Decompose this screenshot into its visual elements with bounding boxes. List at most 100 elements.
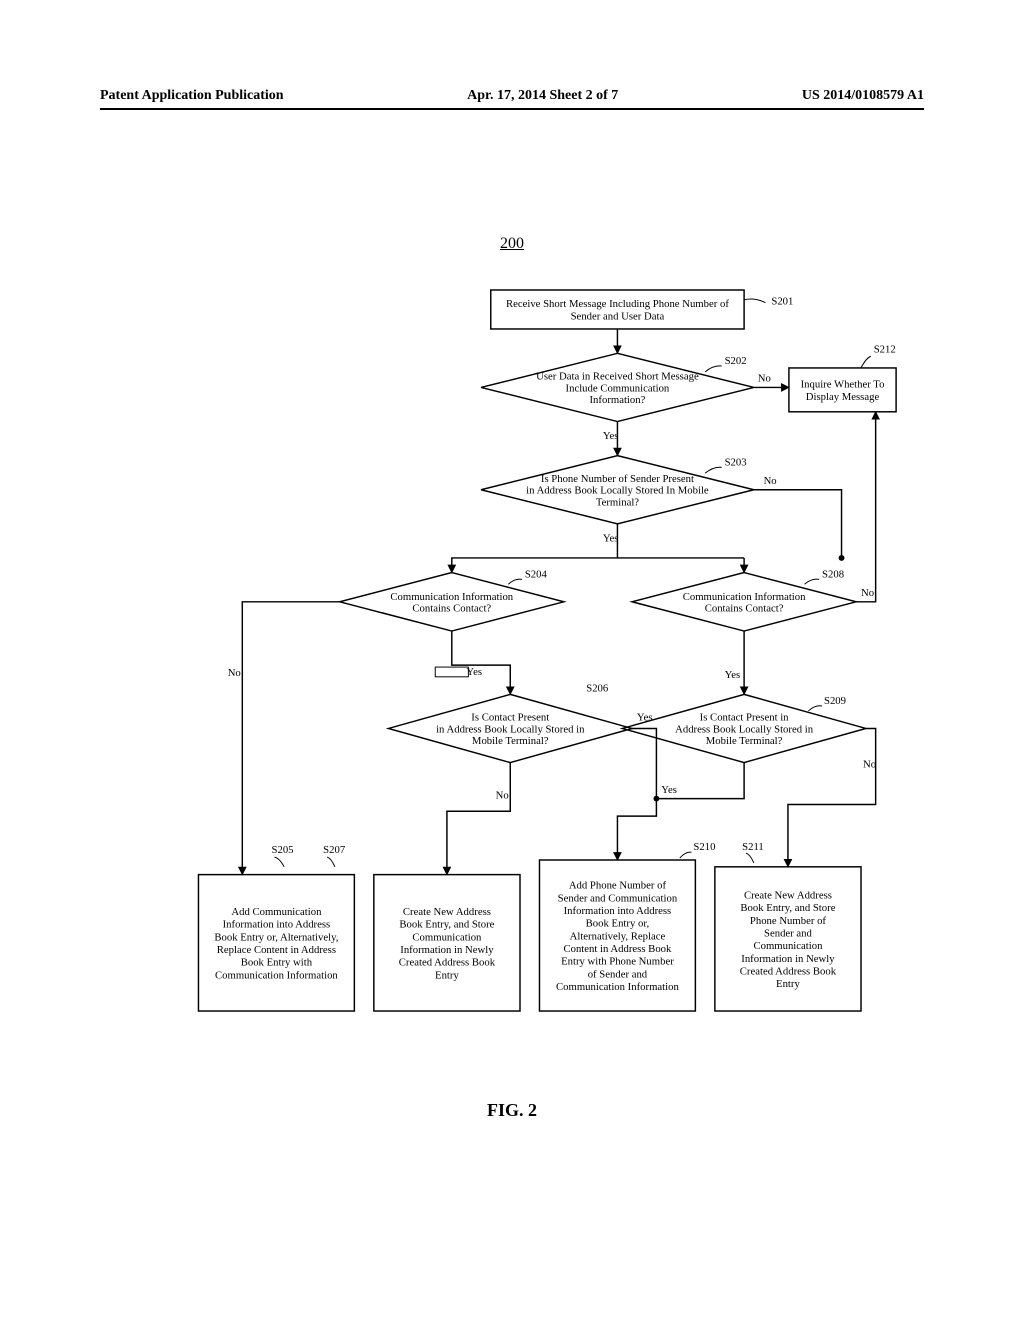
svg-text:S212: S212 <box>874 343 896 355</box>
svg-text:Is Phone Number of Sender Pres: Is Phone Number of Sender Present <box>541 473 694 485</box>
node-S204: Communication InformationContains Contac… <box>340 573 564 631</box>
svg-text:Yes: Yes <box>603 430 619 442</box>
svg-text:No: No <box>861 587 874 599</box>
edge <box>788 728 876 866</box>
svg-text:Communication: Communication <box>412 931 482 943</box>
node-S212: Inquire Whether ToDisplay Message <box>789 368 896 412</box>
svg-text:Yes: Yes <box>725 669 741 681</box>
svg-text:in Address Book Locally Stored: in Address Book Locally Stored In Mobile <box>526 485 709 497</box>
svg-text:Add Phone Number of: Add Phone Number of <box>569 880 667 892</box>
svg-text:No: No <box>496 790 509 802</box>
svg-text:Information into Address: Information into Address <box>564 905 672 917</box>
svg-text:Entry: Entry <box>435 969 459 981</box>
svg-text:Entry: Entry <box>776 978 800 990</box>
svg-text:Mobile Terminal?: Mobile Terminal? <box>472 735 549 747</box>
svg-text:S202: S202 <box>725 355 747 367</box>
svg-text:S204: S204 <box>525 568 548 580</box>
svg-text:S205: S205 <box>272 844 294 856</box>
page: Patent Application Publication Apr. 17, … <box>0 0 1024 1320</box>
node-S207: Create New AddressBook Entry, and StoreC… <box>374 875 520 1011</box>
svg-text:Is Contact Present: Is Contact Present <box>471 712 549 724</box>
edge <box>242 602 339 875</box>
svg-text:Communication Information: Communication Information <box>556 981 679 993</box>
svg-text:Sender and Communication: Sender and Communication <box>558 892 678 904</box>
header-left: Patent Application Publication <box>100 88 284 104</box>
svg-text:User Data in Received Short Me: User Data in Received Short Message <box>536 371 699 383</box>
edge <box>452 631 510 694</box>
svg-text:of Sender and: of Sender and <box>588 968 648 980</box>
svg-text:Create New Address: Create New Address <box>744 889 832 901</box>
header-rule <box>100 108 924 110</box>
svg-text:Information into Address: Information into Address <box>223 919 331 931</box>
edge <box>856 412 875 602</box>
svg-text:Book Entry, and Store: Book Entry, and Store <box>399 919 494 931</box>
svg-text:Book Entry, and Store: Book Entry, and Store <box>740 902 835 914</box>
svg-text:Include Communication: Include Communication <box>566 382 670 394</box>
node-S201: Receive Short Message Including Phone Nu… <box>491 290 744 329</box>
edge <box>754 490 842 558</box>
svg-text:Display Message: Display Message <box>806 391 880 403</box>
flowchart: YesNoYesNoYesNoYesNoYesNoYesNoReceive Sh… <box>140 260 900 1080</box>
node-S210: Add Phone Number ofSender and Communicat… <box>539 860 695 1011</box>
header-center: Apr. 17, 2014 Sheet 2 of 7 <box>467 88 618 104</box>
svg-text:Replace Content in Address: Replace Content in Address <box>217 944 336 956</box>
node-S203: Is Phone Number of Sender Presentin Addr… <box>481 456 754 524</box>
figure-number-text: 200 <box>500 235 524 252</box>
svg-text:Sender and: Sender and <box>764 927 812 939</box>
svg-text:Content in Address Book: Content in Address Book <box>563 943 672 955</box>
svg-text:S209: S209 <box>824 695 846 707</box>
svg-text:Add Communication: Add Communication <box>231 906 322 918</box>
node-S208: Communication InformationContains Contac… <box>632 573 856 631</box>
svg-text:in Address Book Locally Stored: in Address Book Locally Stored in <box>436 723 585 735</box>
svg-text:Phone Number of: Phone Number of <box>750 915 827 927</box>
svg-text:S206: S206 <box>586 682 609 694</box>
svg-text:Communication: Communication <box>753 940 823 952</box>
svg-text:Is Contact Present in: Is Contact Present in <box>700 712 790 724</box>
svg-text:Mobile Terminal?: Mobile Terminal? <box>706 735 783 747</box>
svg-text:Communication Information: Communication Information <box>390 591 513 603</box>
edge <box>632 728 656 798</box>
svg-text:Information?: Information? <box>589 394 645 406</box>
edge <box>617 763 744 860</box>
figure-caption: FIG. 2 <box>0 1100 1024 1121</box>
svg-text:Entry with Phone Number: Entry with Phone Number <box>561 956 674 968</box>
svg-text:Created Address Book: Created Address Book <box>399 957 496 969</box>
svg-text:S207: S207 <box>323 844 346 856</box>
node-S202: User Data in Received Short MessageInclu… <box>481 353 754 421</box>
svg-text:S203: S203 <box>725 456 747 468</box>
svg-text:Sender and User Data: Sender and User Data <box>571 311 665 323</box>
svg-text:Book Entry or,: Book Entry or, <box>586 918 650 930</box>
svg-text:Yes: Yes <box>661 784 677 796</box>
node-S211: Create New AddressBook Entry, and StoreP… <box>715 867 861 1011</box>
figure-number: 200 <box>0 235 1024 253</box>
svg-text:No: No <box>228 667 241 679</box>
svg-text:Communication Information: Communication Information <box>683 591 806 603</box>
page-header: Patent Application Publication Apr. 17, … <box>0 88 1024 104</box>
svg-text:Book Entry or, Alternatively,: Book Entry or, Alternatively, <box>214 931 338 943</box>
svg-text:Receive Short Message Includin: Receive Short Message Including Phone Nu… <box>506 298 729 310</box>
svg-text:Book Entry with: Book Entry with <box>241 957 313 969</box>
svg-text:Information in Newly: Information in Newly <box>400 944 494 956</box>
edge <box>447 763 510 875</box>
svg-text:Communication Information: Communication Information <box>215 969 338 981</box>
node-S205: Add CommunicationInformation into Addres… <box>198 875 354 1011</box>
svg-text:Create New Address: Create New Address <box>403 906 491 918</box>
svg-text:No: No <box>764 475 777 487</box>
svg-text:S211: S211 <box>742 841 764 853</box>
svg-text:Alternatively, Replace: Alternatively, Replace <box>570 930 666 942</box>
svg-text:No: No <box>863 758 876 770</box>
svg-text:No: No <box>758 373 771 385</box>
svg-text:Created Address Book: Created Address Book <box>740 965 837 977</box>
svg-text:Address Book Locally Stored in: Address Book Locally Stored in <box>675 723 814 735</box>
svg-text:S208: S208 <box>822 568 844 580</box>
svg-text:Yes: Yes <box>603 532 619 544</box>
svg-text:Contains Contact?: Contains Contact? <box>705 603 784 615</box>
svg-text:S201: S201 <box>771 296 793 308</box>
svg-text:Inquire Whether To: Inquire Whether To <box>801 378 885 390</box>
svg-text:Information in Newly: Information in Newly <box>741 953 835 965</box>
svg-text:Contains Contact?: Contains Contact? <box>412 603 491 615</box>
svg-text:Terminal?: Terminal? <box>596 496 639 508</box>
node-S206: Is Contact Presentin Address Book Locall… <box>388 694 632 762</box>
svg-text:S210: S210 <box>693 841 715 853</box>
header-right: US 2014/0108579 A1 <box>802 88 924 104</box>
